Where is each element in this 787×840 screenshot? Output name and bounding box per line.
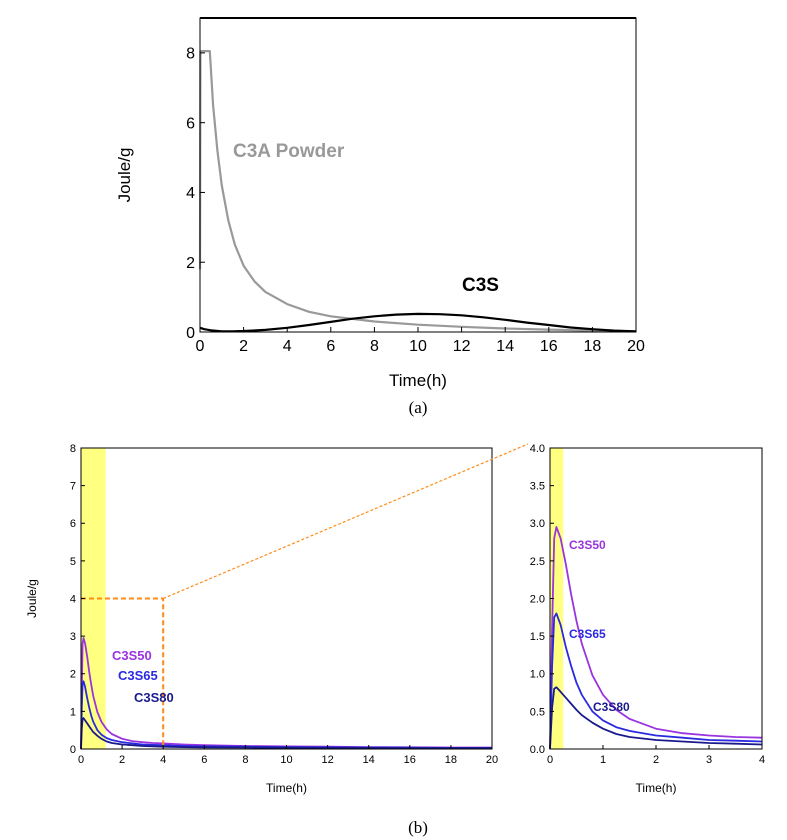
zoom-connector-line [162,443,529,600]
x-tick-label: 0 [547,754,553,766]
x-tick-label: 6 [201,754,207,766]
plot-frame [549,447,763,750]
series-line-c3s80 [80,717,492,750]
y-axis-label: Joule/g [115,148,134,203]
series-label-c3s80: C3S80 [593,700,630,714]
series-line-c3s80 [549,686,763,750]
caption-b: (b) [408,818,428,837]
y-tick-label: 4 [186,185,195,202]
y-tick-label: 0 [186,325,195,342]
series-label-c3s50: C3S50 [569,538,606,552]
x-tick-label: 4 [283,338,292,355]
x-tick-label: 0 [78,754,84,766]
y-tick-label: 2 [186,255,195,272]
y-tick-label: 0.5 [530,706,545,718]
y-tick-label: 8 [70,443,76,455]
x-tick-label: 4 [160,754,166,766]
x-tick-label: 18 [584,338,602,355]
series-line-c3a-powder [198,50,637,333]
series-label-c3s: C3S [462,275,499,296]
chart-a: 0 2 4 6 8 10 12 14 16 18 20 0 2 4 6 8 Time(h) Joule/g C3A … [115,17,645,390]
y-tick-label: 7 [70,481,76,493]
x-tick-label: 20 [486,754,498,766]
y-tick-label: 2.0 [530,593,545,605]
series-line-c3s [199,312,637,333]
x-tick-label: 4 [759,754,765,766]
y-tick-label: 0.0 [530,744,545,756]
y-tick-label: 4 [70,593,76,605]
series-label-c3a-powder: C3A Powder [233,141,345,162]
chart-b-zoom: 0 1 2 3 4 0.0 0.5 1.0 1.5 2.0 2.5 3.0 3.5 4.0 Time(h) C… [530,443,765,795]
caption-a: (a) [409,398,428,417]
x-axis-label: Time(h) [636,781,677,795]
x-tick-label: 6 [326,338,335,355]
x-tick-label: 10 [409,338,427,355]
x-tick-label: 16 [404,754,416,766]
y-tick-label: 1.5 [530,631,545,643]
x-tick-label: 2 [239,338,248,355]
x-tick-label: 12 [321,754,333,766]
series-line-c3s50 [549,526,763,750]
y-axis-label: Joule/g [25,579,39,618]
x-tick-label: 14 [363,754,375,766]
series-line-c3s65 [549,612,763,750]
y-tick-label: 1 [70,706,76,718]
y-tick-label: 4.0 [530,443,545,455]
y-tick-label: 1.0 [530,669,545,681]
x-tick-label: 2 [119,754,125,766]
x-tick-label: 12 [453,338,471,355]
y-tick-label: 2.5 [530,556,545,568]
x-tick-label: 18 [445,754,457,766]
chart-b-full: 0 2 4 6 8 10 12 14 16 18 20012345678Time(h)Joule/g… [25,443,498,795]
y-tick-label: 3 [70,631,76,643]
zoom-connector [162,443,529,600]
series-label-c3s65: C3S65 [118,668,158,683]
series-label-c3s80: C3S80 [134,690,174,705]
x-tick-label: 14 [496,338,514,355]
y-tick-label: 6 [186,115,195,132]
y-tick-label: 0 [70,744,76,756]
x-tick-label: 3 [706,754,712,766]
x-tick-label: 10 [280,754,292,766]
x-tick-label: 8 [242,754,248,766]
x-tick-label: 20 [627,338,645,355]
x-tick-label: 1 [600,754,606,766]
x-tick-label: 16 [540,338,558,355]
x-tick-label: 0 [196,338,205,355]
x-axis-label: Time(h) [266,781,307,795]
y-tick-label: 8 [186,46,195,63]
x-tick-label: 8 [370,338,379,355]
y-tick-label: 3.5 [530,481,545,493]
series-label-c3s50: C3S50 [112,648,152,663]
y-tick-label: 2 [70,669,76,681]
x-tick-label: 2 [653,754,659,766]
y-tick-label: 3.0 [530,518,545,530]
y-tick-label: 6 [70,518,76,530]
x-axis-label: Time(h) [389,371,447,390]
y-tick-label: 5 [70,556,76,568]
series-label-c3s65: C3S65 [569,627,606,641]
plot-frame [199,17,637,333]
